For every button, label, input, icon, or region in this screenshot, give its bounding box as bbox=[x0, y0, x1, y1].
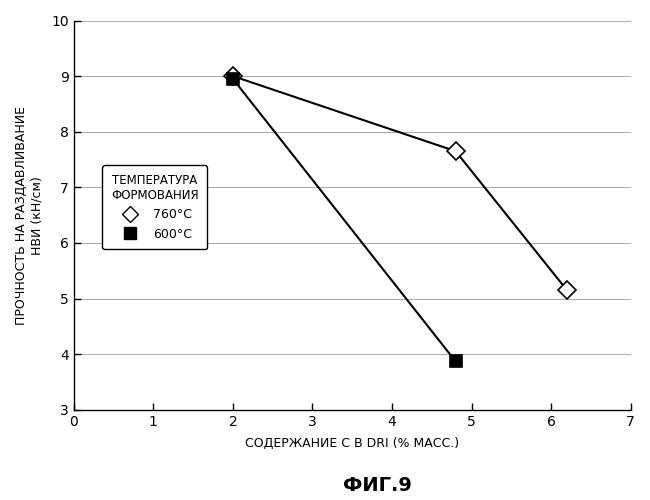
X-axis label: СОДЕРЖАНИЕ С В DRI (% МАСС.): СОДЕРЖАНИЕ С В DRI (% МАСС.) bbox=[245, 437, 460, 450]
Text: ФИГ.9: ФИГ.9 bbox=[343, 476, 411, 495]
Y-axis label: ПРОЧНОСТЬ НА РАЗДАВЛИВАНИЕ
НВИ (кН/см): ПРОЧНОСТЬ НА РАЗДАВЛИВАНИЕ НВИ (кН/см) bbox=[15, 106, 43, 324]
Legend: 760°C, 600°C: 760°C, 600°C bbox=[102, 166, 207, 250]
